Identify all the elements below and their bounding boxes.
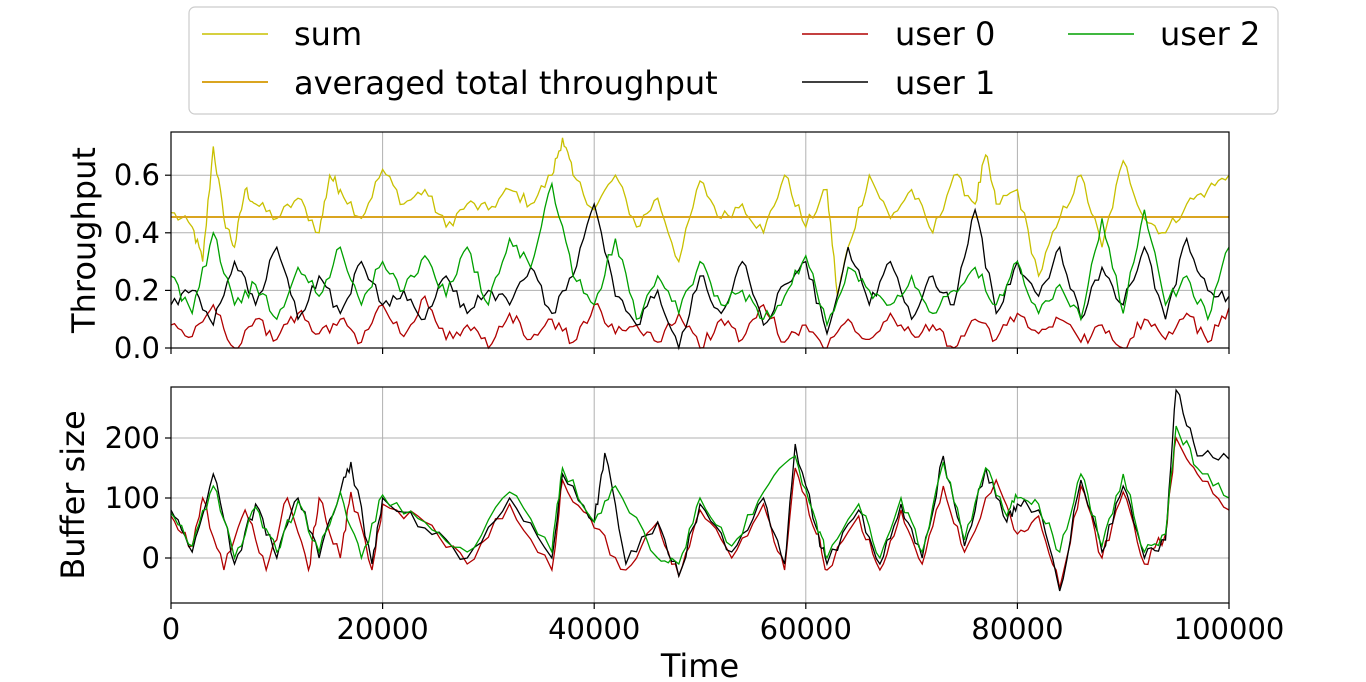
throughput-ytick-label-0: 0.0 xyxy=(114,331,160,365)
buffer-grid xyxy=(170,387,1230,603)
buffer-ylabel: Buffer size xyxy=(54,410,92,579)
buffer-ytick-label-0: 0 xyxy=(142,541,160,575)
buffer-axes-frame xyxy=(170,386,1230,604)
throughput-series-user-2 xyxy=(170,181,1230,328)
buffer-xtick-label-0: 0 xyxy=(162,612,180,646)
buffer-ytick-label-1: 100 xyxy=(105,481,160,515)
legend-label-sum: sum xyxy=(294,15,362,53)
buffer-xtick-label-3: 60000 xyxy=(760,612,852,646)
legend-frame xyxy=(188,6,1279,115)
legend-label-user1: user 1 xyxy=(895,64,995,102)
buffer-xtick-label-5: 100000 xyxy=(1174,612,1285,646)
legend: sum averaged total throughput user 0 use… xyxy=(188,6,1279,115)
throughput-series-user-1 xyxy=(170,201,1230,351)
throughput-ytick-label-2: 0.4 xyxy=(114,216,160,250)
throughput-axes-frame xyxy=(170,131,1230,349)
throughput-series xyxy=(170,137,1230,351)
throughput-panel: 0.0 0.2 0.4 0.6 Throughput xyxy=(65,131,1230,365)
throughput-series-sum xyxy=(170,137,1230,297)
buffer-xtick-label-1: 20000 xyxy=(336,612,428,646)
throughput-ytick-label-1: 0.2 xyxy=(114,273,160,307)
legend-label-averaged: averaged total throughput xyxy=(294,64,718,102)
throughput-series-user-0 xyxy=(170,294,1230,350)
throughput-ytick-label-3: 0.6 xyxy=(114,158,160,192)
legend-label-user0: user 0 xyxy=(895,15,995,53)
time-xlabel: Time xyxy=(660,647,739,682)
buffer-series-user-0 xyxy=(170,435,1230,589)
buffer-panel: 0 20000 40000 60000 80000 100000 0 100 200 Buffe… xyxy=(54,386,1285,682)
legend-label-user2: user 2 xyxy=(1160,15,1260,53)
buffer-xtick-label-2: 40000 xyxy=(548,612,640,646)
throughput-ylabel: Throughput xyxy=(65,147,103,334)
buffer-series xyxy=(170,388,1230,592)
buffer-ticks: 0 20000 40000 60000 80000 100000 0 100 200 xyxy=(105,421,1285,646)
buffer-ytick-label-2: 200 xyxy=(105,421,160,455)
buffer-xtick-label-4: 80000 xyxy=(971,612,1063,646)
buffer-series-user-2 xyxy=(170,425,1230,566)
buffer-series-user-1 xyxy=(170,388,1230,592)
throughput-ticks: 0.0 0.2 0.4 0.6 xyxy=(114,158,1230,365)
throughput-grid xyxy=(170,132,1230,349)
